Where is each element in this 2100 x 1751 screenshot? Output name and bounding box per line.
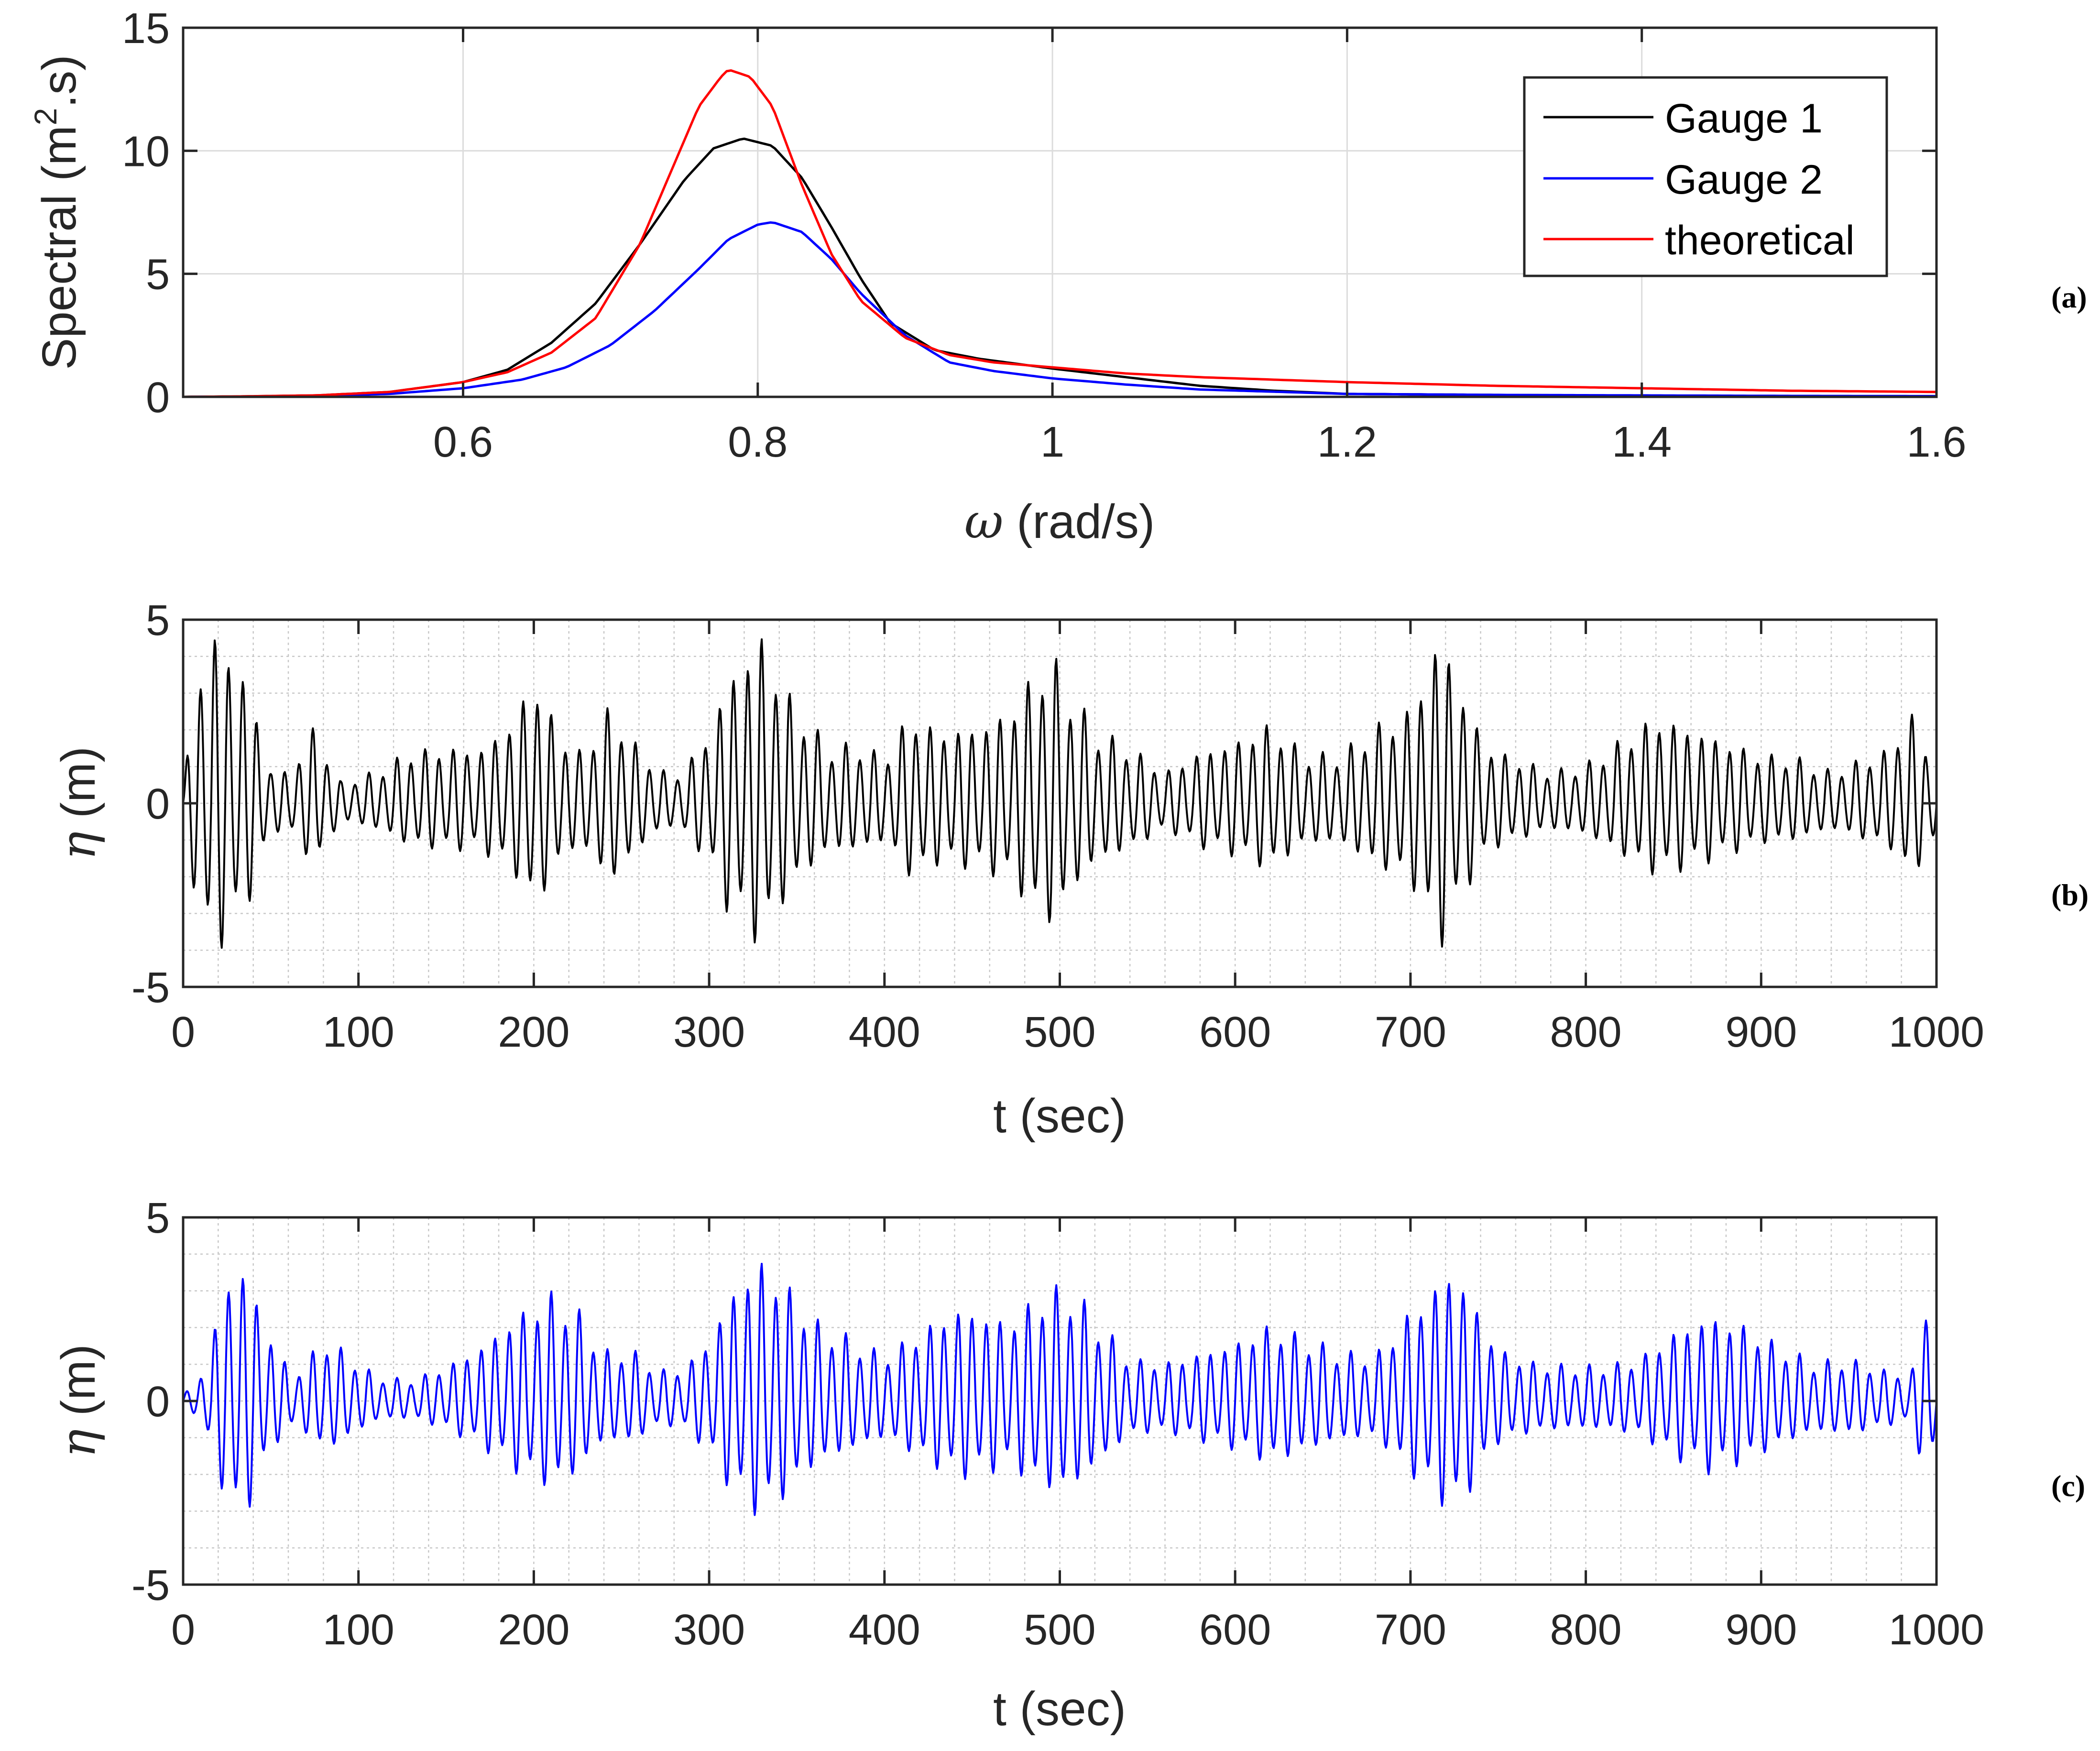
panel-label-b: (b) — [2051, 878, 2089, 912]
spectrum-ylabel: Spectral (m2.s) — [28, 55, 86, 370]
x-tick-label: 400 — [849, 1606, 920, 1654]
xlabel-symbol: ω — [964, 493, 1004, 549]
x-tick-label: 800 — [1550, 1008, 1622, 1056]
series-gauge-2-line — [183, 221, 1937, 398]
series-gauge-1-line — [182, 638, 1937, 949]
panel-label-c: (c) — [2051, 1469, 2085, 1503]
legend-label-theoretical: theoretical — [1665, 218, 1855, 263]
x-tick-label: 300 — [673, 1008, 745, 1056]
y-tick-label: 15 — [122, 5, 170, 53]
x-tick-label: 0.8 — [728, 418, 788, 466]
gauge-2-xlabel: t (sec) — [993, 1682, 1126, 1736]
x-tick-label: 0.6 — [433, 418, 493, 466]
spectrum-ticks: 0.6 0.8 1 1.2 1.4 1.6 0 5 10 15 — [122, 5, 1967, 466]
x-tick-label: 600 — [1199, 1606, 1271, 1654]
y-tick-label: 10 — [122, 128, 170, 175]
legend-label-gauge-2: Gauge 2 — [1665, 157, 1823, 203]
x-tick-label: 0 — [171, 1008, 195, 1056]
x-tick-label: 400 — [849, 1008, 920, 1056]
legend: Gauge 1 Gauge 2 theoretical — [1523, 76, 1888, 277]
gauge-1-ticks: 0 100 200 300 400 500 600 700 800 900 1000-505 — [131, 597, 1984, 1056]
y-tick-label: 5 — [146, 251, 170, 299]
x-tick-label: 200 — [498, 1606, 569, 1654]
x-tick-label: 300 — [673, 1606, 745, 1654]
legend-label-gauge-1: Gauge 1 — [1665, 96, 1823, 142]
series-theoretical-line — [183, 69, 1937, 398]
spectrum-series — [183, 69, 1937, 398]
gauge-1-series — [182, 638, 1937, 949]
y-tick-label: 0 — [146, 1378, 170, 1426]
gauge-2-timeseries-panel: 0 100 200 300 400 500 600 700 800 900 1000-505 t (… — [50, 1194, 2085, 1736]
xlabel-unit: (rad/s) — [1003, 495, 1155, 548]
x-tick-label: 700 — [1375, 1606, 1446, 1654]
gauge-2-ticks: 0 100 200 300 400 500 600 700 800 900 1000-505 — [131, 1194, 1984, 1654]
x-tick-label: 1 — [1040, 418, 1064, 466]
x-tick-label: 500 — [1024, 1606, 1095, 1654]
spectrum-axes-frame — [182, 26, 1938, 398]
x-tick-label: 700 — [1375, 1008, 1446, 1056]
y-tick-label: 0 — [146, 780, 170, 828]
y-tick-label: -5 — [131, 964, 170, 1012]
x-tick-label: 1.6 — [1906, 418, 1966, 466]
x-tick-label: 600 — [1199, 1008, 1271, 1056]
legend-box — [1523, 76, 1888, 277]
y-tick-label: 5 — [146, 597, 170, 645]
x-tick-label: 900 — [1725, 1008, 1797, 1056]
gauge-1-ylabel: η (m) — [50, 746, 106, 860]
x-tick-label: 1.4 — [1612, 418, 1672, 466]
gauge-1-timeseries-panel: 0 100 200 300 400 500 600 700 800 900 1000-505 t (… — [50, 597, 2089, 1143]
x-tick-label: 500 — [1024, 1008, 1095, 1056]
x-tick-label: 900 — [1725, 1606, 1797, 1654]
spectrum-xlabel: ω (rad/s) — [964, 493, 1155, 549]
x-tick-label: 1000 — [1889, 1606, 1984, 1654]
panel-label-a: (a) — [2051, 280, 2087, 314]
x-tick-label: 1.2 — [1317, 418, 1377, 466]
gauge-2-ylabel: η (m) — [50, 1344, 106, 1458]
x-tick-label: 100 — [323, 1008, 394, 1056]
x-tick-label: 1000 — [1889, 1008, 1984, 1056]
y-tick-label: -5 — [131, 1562, 170, 1609]
y-tick-label: 5 — [146, 1194, 170, 1242]
x-tick-label: 100 — [323, 1606, 394, 1654]
series-gauge-2-line — [182, 1263, 1937, 1516]
x-tick-label: 800 — [1550, 1606, 1622, 1654]
gauge-2-series — [182, 1263, 1937, 1516]
gauge-1-xlabel: t (sec) — [993, 1089, 1126, 1143]
x-tick-label: 200 — [498, 1008, 569, 1056]
y-tick-label: 0 — [146, 374, 170, 422]
x-tick-label: 0 — [171, 1606, 195, 1654]
spectrum-panel: 0.6 0.8 1 1.2 1.4 1.6 0 5 10 15 ω (rad/s) Spectra… — [28, 5, 2087, 549]
